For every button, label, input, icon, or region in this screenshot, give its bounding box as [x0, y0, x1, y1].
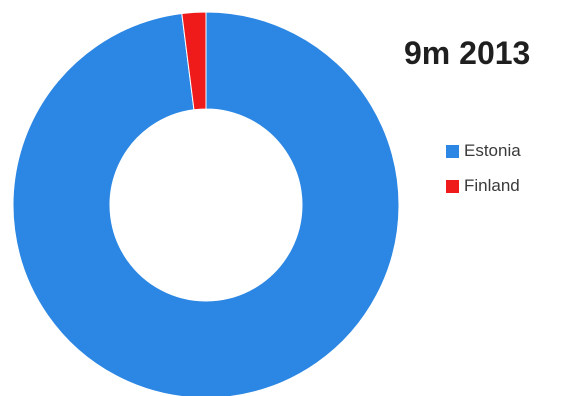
donut-plot	[12, 11, 400, 396]
legend-swatch-estonia	[446, 144, 459, 158]
legend-swatch-finland	[446, 179, 459, 193]
legend: Estonia Finland	[446, 141, 574, 211]
slice-estonia	[12, 11, 400, 396]
slice-finland	[181, 11, 207, 111]
legend-item-estonia: Estonia	[446, 141, 574, 161]
legend-item-finland: Finland	[446, 176, 574, 196]
legend-label-estonia: Estonia	[464, 141, 521, 160]
chart-title: 9m 2013	[404, 35, 531, 71]
legend-label-finland: Finland	[464, 176, 520, 195]
slice-group	[12, 11, 400, 396]
